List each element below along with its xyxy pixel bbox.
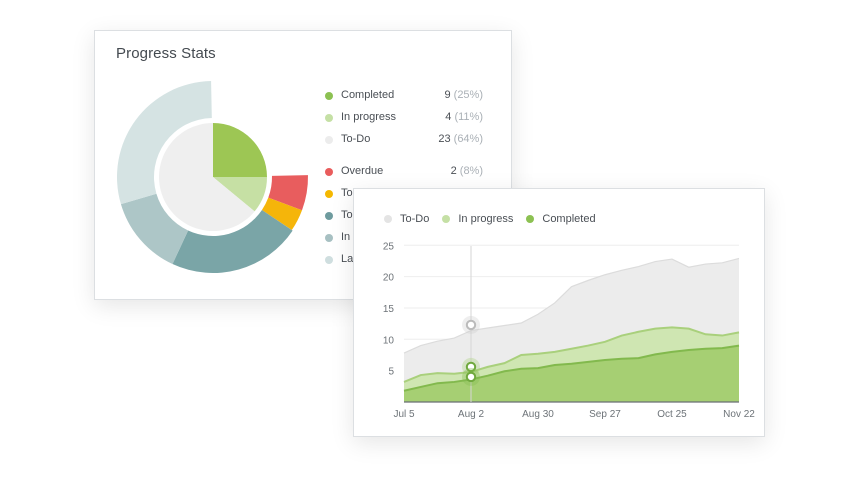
legend-label: Completed xyxy=(542,213,596,225)
legend-dot xyxy=(325,136,333,144)
y-tick-label: 15 xyxy=(383,304,395,315)
legend-label: To-Do xyxy=(341,133,371,145)
legend-percent: (25%) xyxy=(450,89,483,101)
legend-item: To-Do 23 (64%) xyxy=(325,133,483,149)
legend-count-value: 4 xyxy=(445,111,452,123)
y-tick-label: 20 xyxy=(383,273,395,284)
legend-dot xyxy=(325,92,333,100)
legend-label: To-Do xyxy=(400,213,430,225)
legend-label: To xyxy=(341,209,353,221)
inner-pie-slice xyxy=(213,177,267,212)
legend-dot xyxy=(325,212,333,220)
legend-label: Overdue xyxy=(341,165,384,177)
progress-area-chart-card: To-Do In progress Completed 5 10 15 20 25 Jul 5… xyxy=(353,188,765,437)
legend-dot xyxy=(442,215,451,223)
legend-count-value: 2 xyxy=(450,165,457,177)
legend-count: 4 (11%) xyxy=(445,111,483,123)
card-title: Progress Stats xyxy=(116,45,216,62)
outer-ring-slice xyxy=(268,175,308,211)
legend-percent: (8%) xyxy=(456,165,483,177)
x-tick-label: Aug 2 xyxy=(458,409,485,420)
legend-count: 2 (8%) xyxy=(451,165,483,177)
legend-count-value: 23 xyxy=(438,133,451,145)
outer-ring-slice xyxy=(172,209,293,273)
legend-dot xyxy=(325,114,333,122)
legend-label: In progress xyxy=(341,111,397,123)
progress-donut-chart xyxy=(117,81,308,273)
legend-item: In progress xyxy=(442,213,513,225)
y-tick-label: 10 xyxy=(383,335,395,346)
x-tick-label: Aug 30 xyxy=(522,409,554,420)
line-in-progress xyxy=(403,326,740,383)
legend-label: In xyxy=(341,231,351,243)
x-tick-label: Nov 22 xyxy=(723,409,755,420)
legend-item: To xyxy=(325,209,483,225)
legend-dot xyxy=(526,215,535,223)
legend-label: To xyxy=(341,187,353,199)
legend-item: To-Do xyxy=(384,213,429,225)
legend-count: 23 (64%) xyxy=(438,133,483,145)
legend-item: Overdue 2 (8%) xyxy=(325,165,483,181)
legend-dot xyxy=(384,215,392,223)
hover-point[interactable] xyxy=(465,361,477,373)
outer-ring-slice xyxy=(261,197,303,231)
legend-label: La xyxy=(341,253,354,265)
legend-item: Completed 9 (25%) xyxy=(325,89,483,105)
x-tick-label: Sep 27 xyxy=(589,409,621,420)
line-to-do xyxy=(403,257,740,354)
legend-item: To xyxy=(325,187,483,203)
legend-item: In xyxy=(325,231,483,247)
outer-ring-slice xyxy=(117,81,212,205)
legend-label: Completed xyxy=(341,89,395,101)
y-tick-label: 25 xyxy=(383,241,395,252)
hover-point[interactable] xyxy=(465,319,477,331)
legend-percent: (11%) xyxy=(451,111,483,123)
inner-pie-slice xyxy=(158,123,255,231)
legend-item: In progress 4 (11%) xyxy=(325,111,483,127)
legend-dot xyxy=(325,168,333,176)
legend-item: Completed xyxy=(526,213,596,225)
progress-area-chart: 5 10 15 20 25 Jul 5 Aug 2 Aug 30 Sep 27 Oct 25 Nov… xyxy=(383,241,755,420)
legend-label: In progress xyxy=(458,213,514,225)
legend-percent: (64%) xyxy=(450,133,483,145)
inner-pie-slice xyxy=(213,123,267,177)
progress-stats-card: Progress Stats Completed 9 (25%) In progre… xyxy=(94,30,512,300)
legend-dot xyxy=(325,234,333,242)
line-completed xyxy=(403,344,740,392)
legend-count: 9 (25%) xyxy=(444,89,483,101)
outer-ring-slice xyxy=(120,193,189,265)
legend-item: La xyxy=(325,253,483,269)
area-completed xyxy=(404,345,739,402)
area-chart-legend: To-Do In progress Completed xyxy=(384,213,609,225)
hover-point[interactable] xyxy=(465,371,477,383)
legend-dot xyxy=(325,190,333,198)
x-tick-label: Oct 25 xyxy=(657,409,687,420)
x-tick-label: Jul 5 xyxy=(393,409,415,420)
legend-count-value: 9 xyxy=(444,89,451,101)
y-tick-label: 5 xyxy=(388,367,394,378)
legend-dot xyxy=(325,256,333,264)
